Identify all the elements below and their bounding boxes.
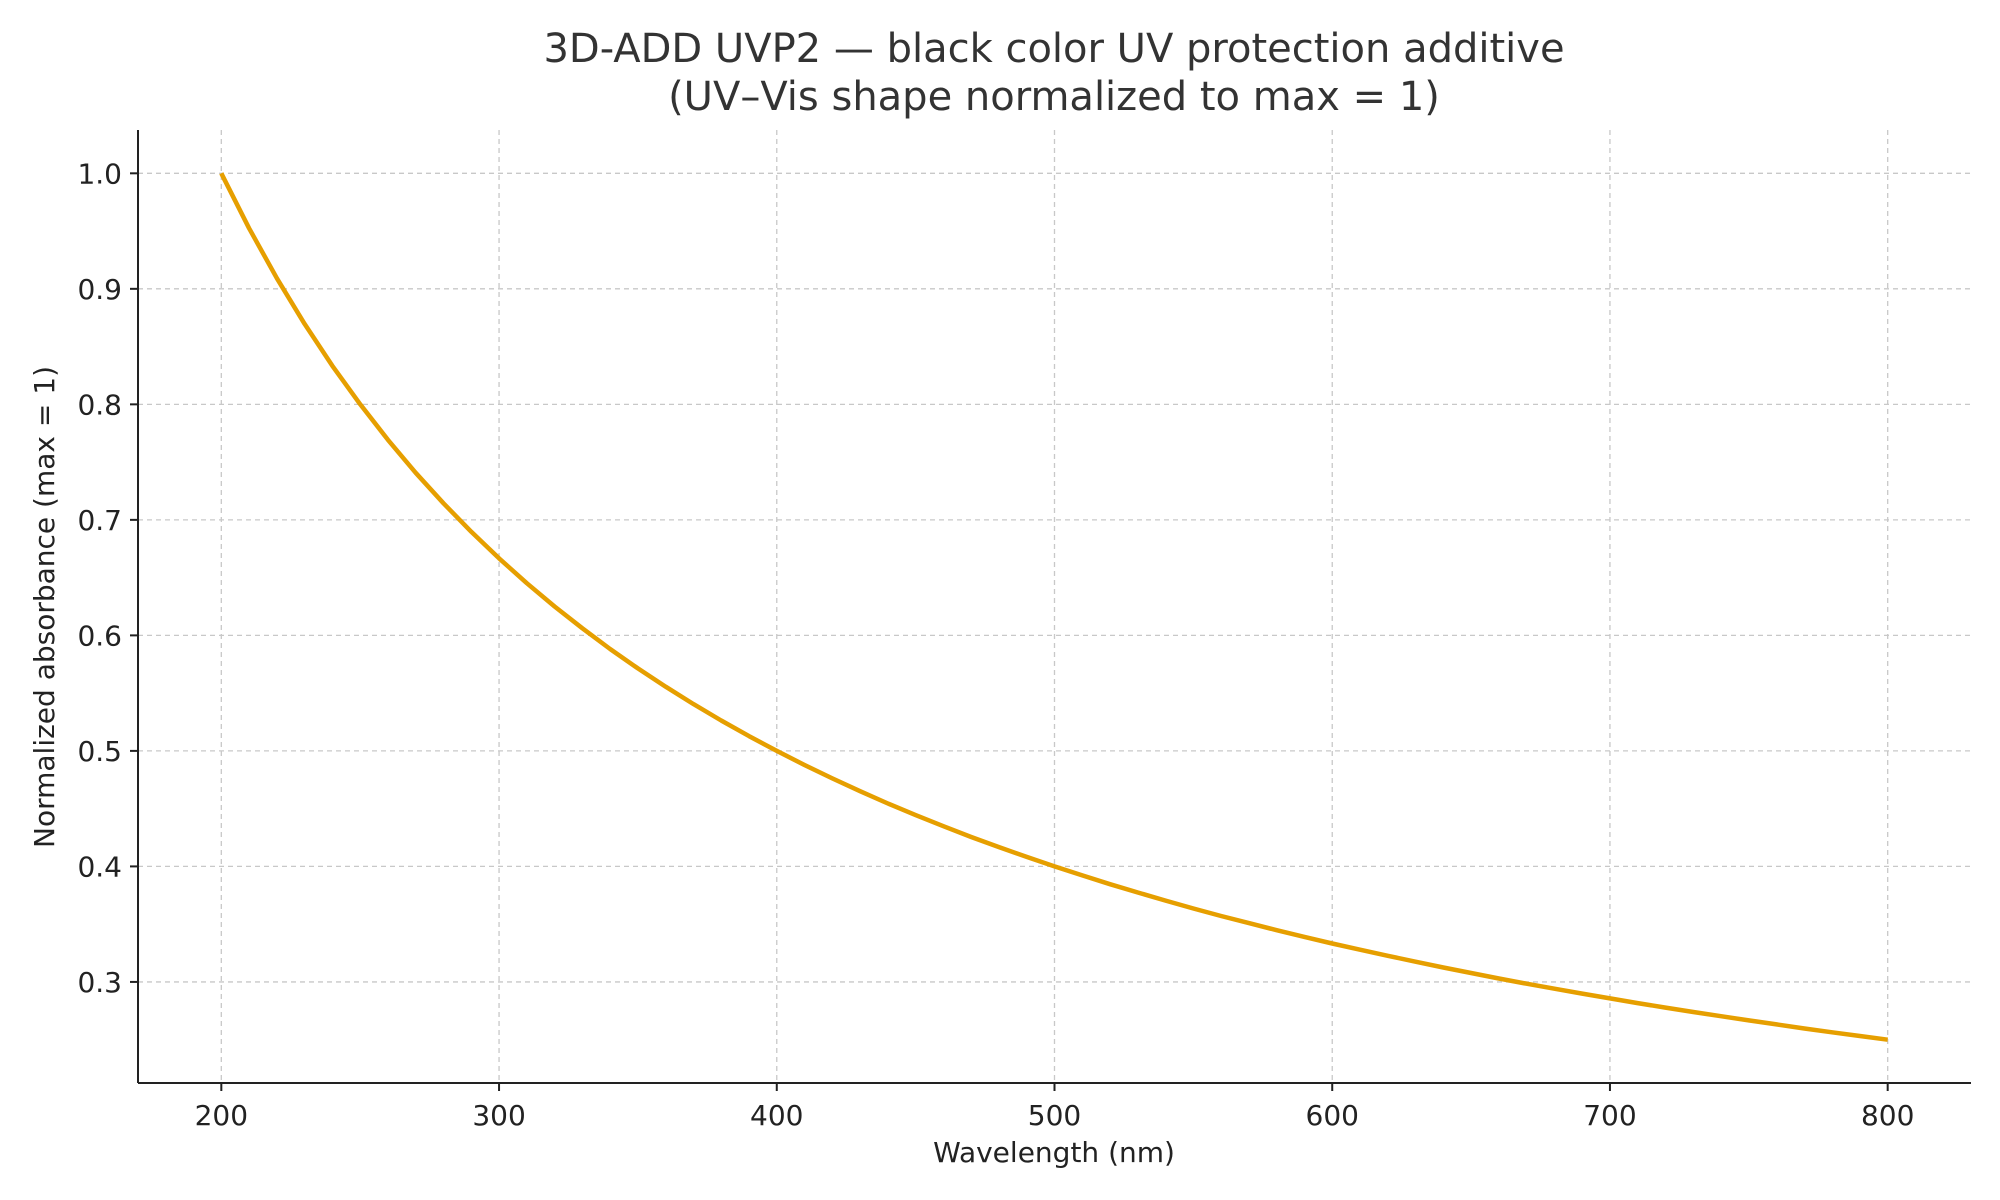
x-tick-label: 600 <box>1306 1099 1359 1132</box>
x-tick-label: 800 <box>1861 1099 1914 1132</box>
y-tick-label: 0.9 <box>77 273 122 306</box>
absorbance-line <box>219 172 1888 1042</box>
chart-title: 3D-ADD UVP2 — black color UV protection … <box>543 26 1564 72</box>
y-tick-label: 1.0 <box>77 157 122 190</box>
x-tick-label: 700 <box>1583 1099 1636 1132</box>
y-tick-label: 0.8 <box>77 388 122 421</box>
y-tick-label: 0.7 <box>77 504 122 537</box>
series-layer <box>219 172 1888 1042</box>
y-tick-label: 0.6 <box>77 619 122 652</box>
grid <box>138 130 1971 1083</box>
y-tick-label: 0.4 <box>77 850 122 883</box>
x-tick-label: 400 <box>750 1099 803 1132</box>
y-tick-label: 0.3 <box>77 966 122 999</box>
x-ticks: 200 300 400 500 600 700 800 <box>195 1083 1914 1132</box>
y-tick-label: 0.5 <box>77 735 122 768</box>
x-tick-label: 300 <box>472 1099 525 1132</box>
x-axis-label: Wavelength (nm) <box>933 1136 1175 1169</box>
y-axis-label: Normalized absorbance (max = 1) <box>28 366 61 848</box>
x-tick-label: 500 <box>1028 1099 1081 1132</box>
chart-subtitle: (UV–Vis shape normalized to max = 1) <box>668 74 1440 120</box>
y-ticks: 0.3 0.4 0.5 0.6 0.7 0.8 0.9 1.0 <box>77 157 138 999</box>
x-tick-label: 200 <box>195 1099 248 1132</box>
